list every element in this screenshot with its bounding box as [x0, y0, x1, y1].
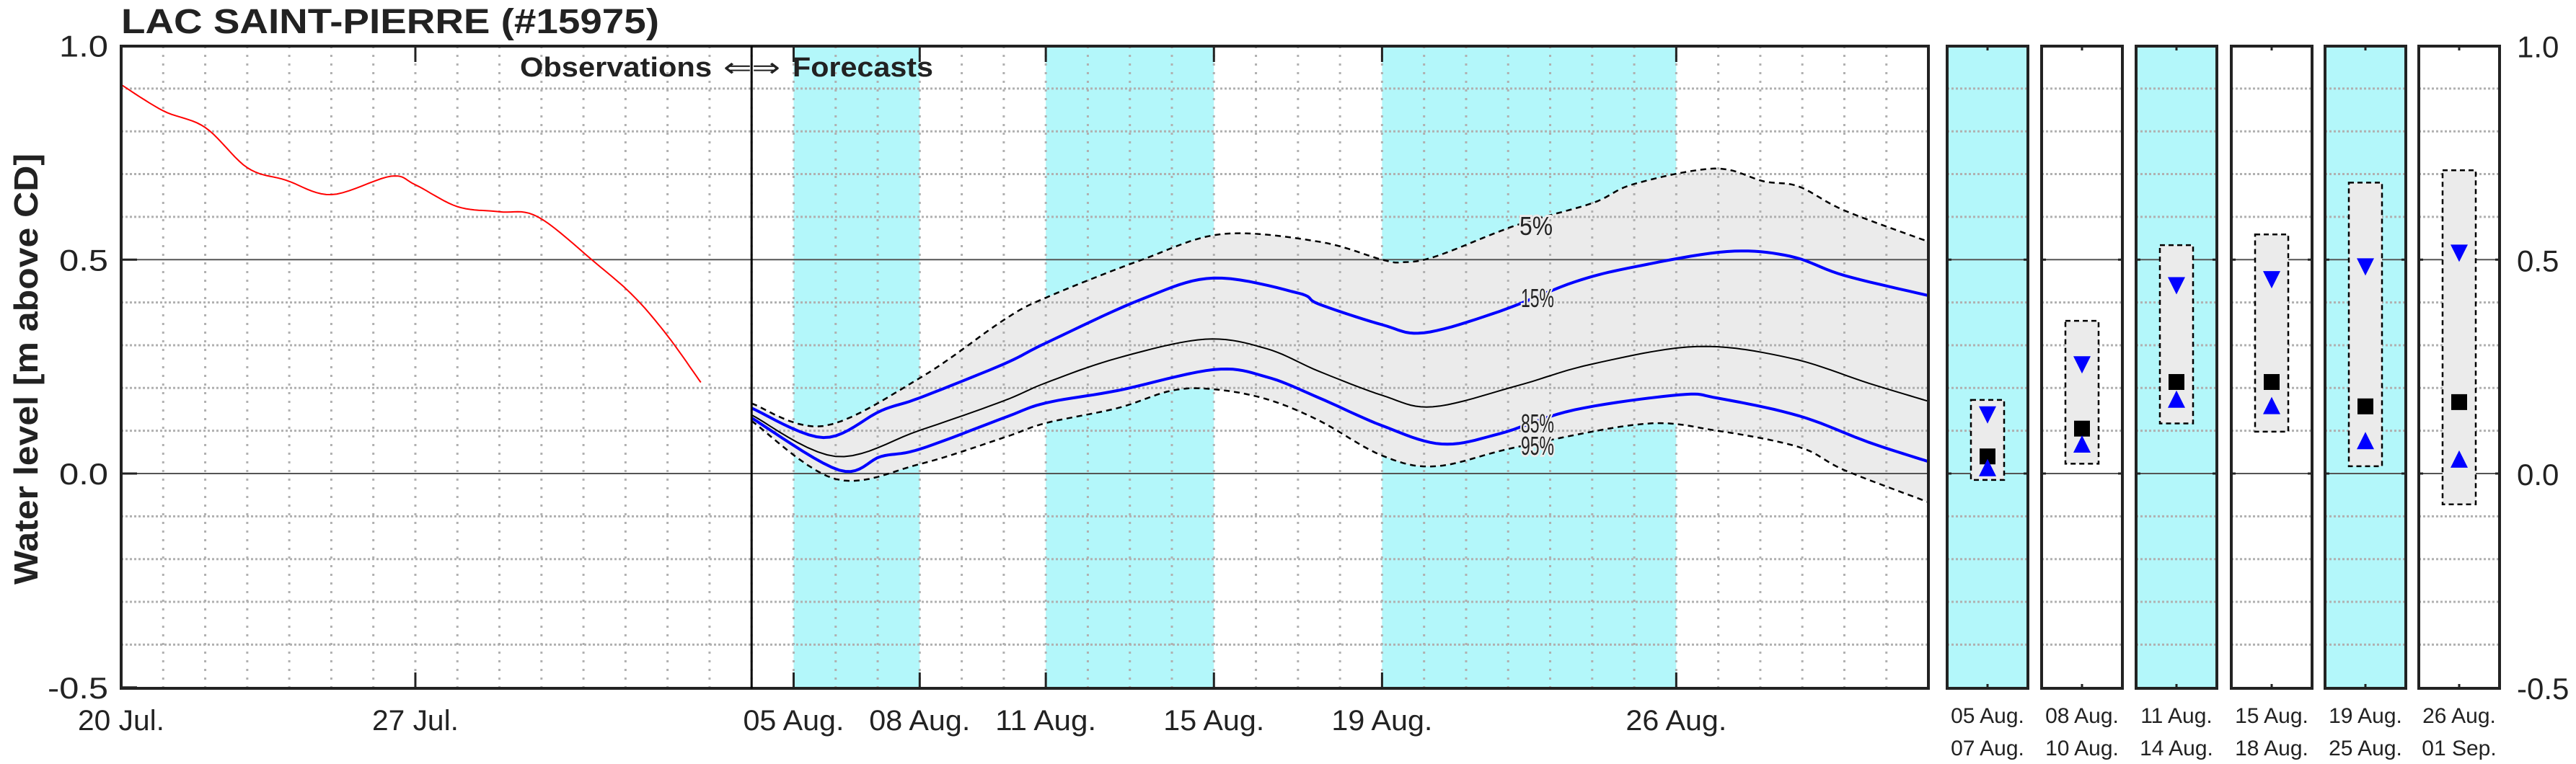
period-start-label: 08 Aug. [2045, 704, 2119, 728]
y-tick-label: 0.0 [59, 457, 108, 491]
median-square-marker [2169, 373, 2184, 390]
period-start-label: 11 Aug. [2140, 704, 2213, 728]
period-panel-bg [1947, 46, 2028, 688]
x-tick-label: 15 Aug. [1163, 705, 1264, 737]
x-tick-label: 27 Jul. [372, 705, 459, 737]
series-line-p95 [751, 387, 1929, 503]
p15-down-triangle-marker [1979, 406, 1996, 424]
series-label-p95: 95% [1521, 431, 1554, 461]
forecasts-label: Forecasts [793, 53, 933, 83]
period-start-label: 15 Aug. [2235, 704, 2308, 728]
period-end-label: 25 Aug. [2329, 737, 2402, 760]
period-5-95-box [2158, 244, 2195, 425]
median-square-marker [2074, 420, 2090, 437]
p85-up-triangle-marker [2451, 450, 2468, 468]
period-end-label: 18 Aug. [2235, 737, 2308, 760]
obs-forecast-arrow: ⇐⇒ [723, 53, 780, 82]
p15-down-triangle-marker [2451, 244, 2468, 262]
right-y-tick-label: 0.0 [2517, 458, 2559, 492]
series-label-p5: 5% [1519, 211, 1553, 241]
p15-down-triangle-marker [2073, 356, 2091, 374]
series-line-p5 [751, 167, 1929, 428]
p85-up-triangle-marker [2073, 435, 2091, 453]
x-tick-label: 11 Aug. [995, 705, 1096, 737]
p15-down-triangle-marker [2263, 271, 2280, 289]
y-tick-label: 1.0 [59, 30, 108, 63]
series-line-p15 [751, 249, 1929, 440]
median-square-marker [2264, 373, 2280, 390]
right-y-tick-label: -0.5 [2517, 672, 2569, 706]
x-tick-label: 20 Jul. [78, 705, 164, 737]
period-end-label: 01 Sep. [2422, 737, 2496, 760]
y-tick-label: 0.5 [59, 243, 108, 277]
period-end-label: 10 Aug. [2045, 737, 2119, 760]
period-start-label: 19 Aug. [2329, 704, 2402, 728]
chart-title: LAC SAINT-PIERRE (#15975) [121, 3, 659, 41]
series-line-p50 [751, 338, 1929, 458]
period-start-label: 26 Aug. [2422, 704, 2496, 728]
median-square-marker [2451, 394, 2467, 410]
y-axis-label: Water level [m above CD] [7, 154, 45, 585]
x-tick-label: 26 Aug. [1626, 705, 1726, 737]
period-5-95-box [2441, 169, 2477, 505]
x-tick-label: 08 Aug. [869, 705, 970, 737]
x-tick-label: 19 Aug. [1331, 705, 1432, 737]
series-line-p85 [751, 367, 1929, 474]
p85-up-triangle-marker [2168, 390, 2185, 408]
series-label-p15: 15% [1521, 283, 1554, 313]
period-end-label: 14 Aug. [2140, 737, 2213, 760]
highlight-band [793, 46, 920, 688]
plot-frame [120, 45, 1930, 690]
period-start-label: 05 Aug. [1951, 704, 2024, 728]
series-line-obs [120, 84, 702, 383]
p85-up-triangle-marker [2357, 432, 2374, 450]
median-square-marker [2357, 398, 2373, 414]
right-y-tick-label: 0.5 [2517, 244, 2559, 277]
p15-down-triangle-marker [2168, 277, 2185, 295]
series-label-p85: 85% [1521, 409, 1554, 438]
y-tick-label: -0.5 [48, 671, 108, 705]
p15-down-triangle-marker [2357, 258, 2374, 276]
observations-label: Observations [520, 53, 712, 83]
median-square-marker [1980, 448, 1995, 465]
period-5-95-box [2347, 182, 2383, 468]
p85-up-triangle-marker [2263, 396, 2280, 414]
x-tick-label: 05 Aug. [743, 705, 844, 737]
p85-up-triangle-marker [1979, 458, 1996, 476]
period-end-label: 07 Aug. [1951, 737, 2024, 760]
right-y-tick-label: 1.0 [2517, 30, 2559, 64]
